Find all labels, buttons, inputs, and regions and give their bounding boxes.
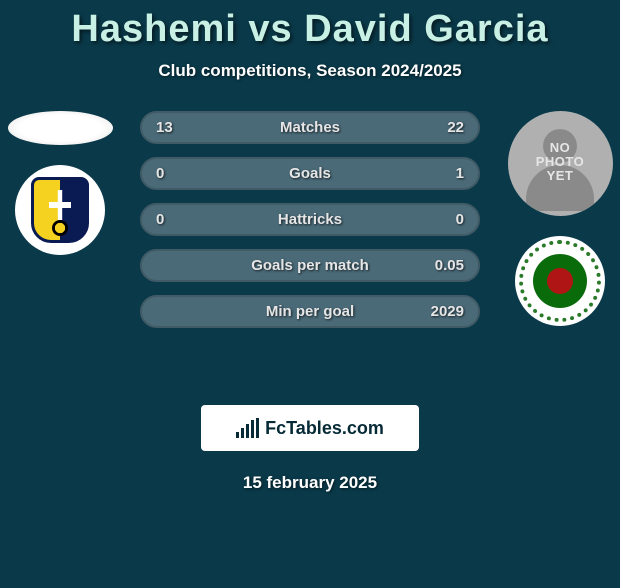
player-left-photo-placeholder	[8, 111, 113, 145]
stat-right-value: 0.05	[435, 257, 464, 274]
stat-right-value: 1	[456, 165, 464, 182]
left-player-column	[0, 111, 120, 255]
stat-row: 13 Matches 22	[140, 111, 480, 144]
stat-row: Min per goal 2029	[140, 295, 480, 328]
stat-row: 0 Goals 1	[140, 157, 480, 190]
brand-watermark: FcTables.com	[201, 405, 419, 451]
page-subtitle: Club competitions, Season 2024/2025	[0, 61, 620, 81]
stat-right-value: 2029	[431, 303, 464, 320]
no-photo-line: NO	[508, 141, 613, 155]
stat-row: Goals per match 0.05	[140, 249, 480, 282]
shield-icon	[31, 177, 89, 243]
page-title: Hashemi vs David Garcia	[0, 8, 620, 51]
stat-right-value: 22	[447, 119, 464, 136]
right-player-column: NO PHOTO YET	[500, 111, 620, 326]
stat-left-value: 0	[156, 211, 164, 228]
stat-label: Goals	[142, 165, 478, 182]
stat-left-value: 13	[156, 119, 173, 136]
no-photo-line: YET	[508, 169, 613, 183]
stat-label: Min per goal	[142, 303, 478, 320]
football-icon	[547, 268, 573, 294]
no-photo-text: NO PHOTO YET	[508, 141, 613, 183]
stat-label: Matches	[142, 119, 478, 136]
club-badge-left	[15, 165, 105, 255]
stat-row: 0 Hattricks 0	[140, 203, 480, 236]
footer-date: 15 february 2025	[0, 473, 620, 493]
comparison-panel: 13 Matches 22 0 Goals 1 0 Hattricks 0 Go…	[0, 111, 620, 391]
badge-center	[533, 254, 587, 308]
no-photo-line: PHOTO	[508, 155, 613, 169]
stat-left-value: 0	[156, 165, 164, 182]
club-badge-right	[515, 236, 605, 326]
stat-label: Hattricks	[142, 211, 478, 228]
stats-table: 13 Matches 22 0 Goals 1 0 Hattricks 0 Go…	[140, 111, 480, 328]
player-right-photo-placeholder: NO PHOTO YET	[508, 111, 613, 216]
stat-label: Goals per match	[142, 257, 478, 274]
brand-text: FcTables.com	[265, 418, 384, 439]
bar-chart-icon	[236, 418, 259, 438]
stat-right-value: 0	[456, 211, 464, 228]
